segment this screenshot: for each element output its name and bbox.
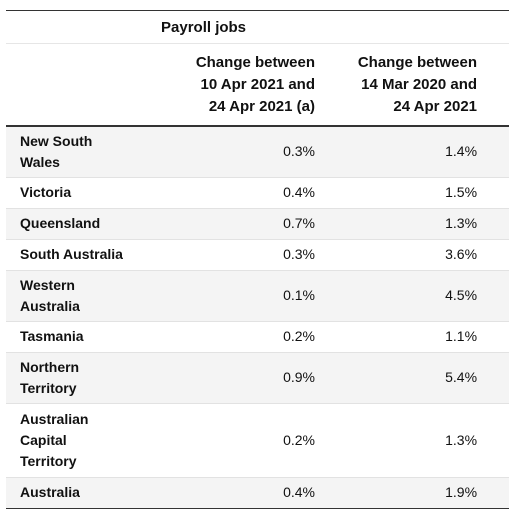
state-name-line: Queensland xyxy=(20,215,101,231)
table-row: Western Australia 0.1% 4.5% xyxy=(6,270,509,322)
state-name-line: Northern xyxy=(20,358,80,375)
table-row: Australia 0.4% 1.9% xyxy=(6,477,509,509)
table-row: South Australia 0.3% 3.6% xyxy=(6,239,509,271)
state-name-cell: Northern Territory xyxy=(6,352,147,404)
table-row: Victoria 0.4% 1.5% xyxy=(6,177,509,209)
state-name-line: New South xyxy=(20,132,93,149)
change-fortnight-cell: 0.4% xyxy=(147,477,319,509)
state-name-line: Australia xyxy=(20,297,80,314)
change-fortnight-cell: 0.1% xyxy=(147,270,319,322)
change-since-march-cell: 1.9% xyxy=(319,477,509,509)
state-name-line: Victoria xyxy=(20,184,72,200)
state-name-line: Capital xyxy=(20,431,67,448)
state-name-cell: Victoria xyxy=(6,177,147,209)
change-since-march-cell: 1.4% xyxy=(319,126,509,178)
table-row: Queensland 0.7% 1.3% xyxy=(6,208,509,240)
change-since-march-cell: 3.6% xyxy=(319,239,509,271)
column-header-fortnight: Change between 10 Apr 2021 and 24 Apr 20… xyxy=(147,43,319,127)
state-name-line: Territory xyxy=(20,452,77,469)
change-fortnight-cell: 0.4% xyxy=(147,177,319,209)
change-since-march-cell: 4.5% xyxy=(319,270,509,322)
column-header-row: Change between 10 Apr 2021 and 24 Apr 20… xyxy=(6,43,509,127)
table-body: New South Wales 0.3% 1.4% Victoria 0.4% 1.5% Qu… xyxy=(6,126,509,509)
column-header-line: 14 Mar 2020 and xyxy=(361,75,478,93)
change-since-march-cell: 1.3% xyxy=(319,403,509,478)
state-name-cell: Australia xyxy=(6,477,147,509)
change-since-march-cell: 1.1% xyxy=(319,321,509,353)
table-row: Tasmania 0.2% 1.1% xyxy=(6,321,509,353)
state-name-line: Territory xyxy=(20,379,77,396)
state-name-cell: Queensland xyxy=(6,208,147,240)
state-name-cell: Tasmania xyxy=(6,321,147,353)
column-header-line: Change between xyxy=(357,53,478,71)
state-name-line: Wales xyxy=(20,153,60,170)
state-name-line: Australia xyxy=(20,484,80,500)
spanner-row: Payroll jobs xyxy=(6,11,509,44)
state-name-line: Tasmania xyxy=(20,328,84,344)
column-header-line: 24 Apr 2021 (a) xyxy=(208,97,315,115)
column-header-line: Change between xyxy=(195,53,315,71)
state-name-cell: Australian Capital Territory xyxy=(6,403,147,478)
change-fortnight-cell: 0.7% xyxy=(147,208,319,240)
change-fortnight-cell: 0.2% xyxy=(147,321,319,353)
change-since-march-cell: 1.3% xyxy=(319,208,509,240)
change-fortnight-cell: 0.3% xyxy=(147,239,319,271)
state-name-line: Western xyxy=(20,276,75,293)
payroll-jobs-table: Payroll jobs Change between 10 Apr 2021 … xyxy=(6,11,509,509)
change-fortnight-cell: 0.9% xyxy=(147,352,319,404)
table-row: Australian Capital Territory 0.2% 1.3% xyxy=(6,403,509,478)
column-header-line: 10 Apr 2021 and xyxy=(200,75,316,93)
table-row: Northern Territory 0.9% 5.4% xyxy=(6,352,509,404)
state-name-line: Australian xyxy=(20,410,89,427)
change-fortnight-cell: 0.2% xyxy=(147,403,319,478)
column-header-since-march-2020: Change between 14 Mar 2020 and 24 Apr 20… xyxy=(319,43,509,127)
table-row: New South Wales 0.3% 1.4% xyxy=(6,126,509,178)
change-fortnight-cell: 0.3% xyxy=(147,126,319,178)
state-column-header xyxy=(6,43,147,127)
state-name-cell: New South Wales xyxy=(6,126,147,178)
state-name-cell: Western Australia xyxy=(6,270,147,322)
table-top-rule xyxy=(6,10,509,11)
spanner-label: Payroll jobs xyxy=(6,11,509,44)
change-since-march-cell: 1.5% xyxy=(319,177,509,209)
column-header-line: 24 Apr 2021 xyxy=(393,97,478,115)
state-name-line: South Australia xyxy=(20,246,123,262)
state-name-cell: South Australia xyxy=(6,239,147,271)
change-since-march-cell: 5.4% xyxy=(319,352,509,404)
